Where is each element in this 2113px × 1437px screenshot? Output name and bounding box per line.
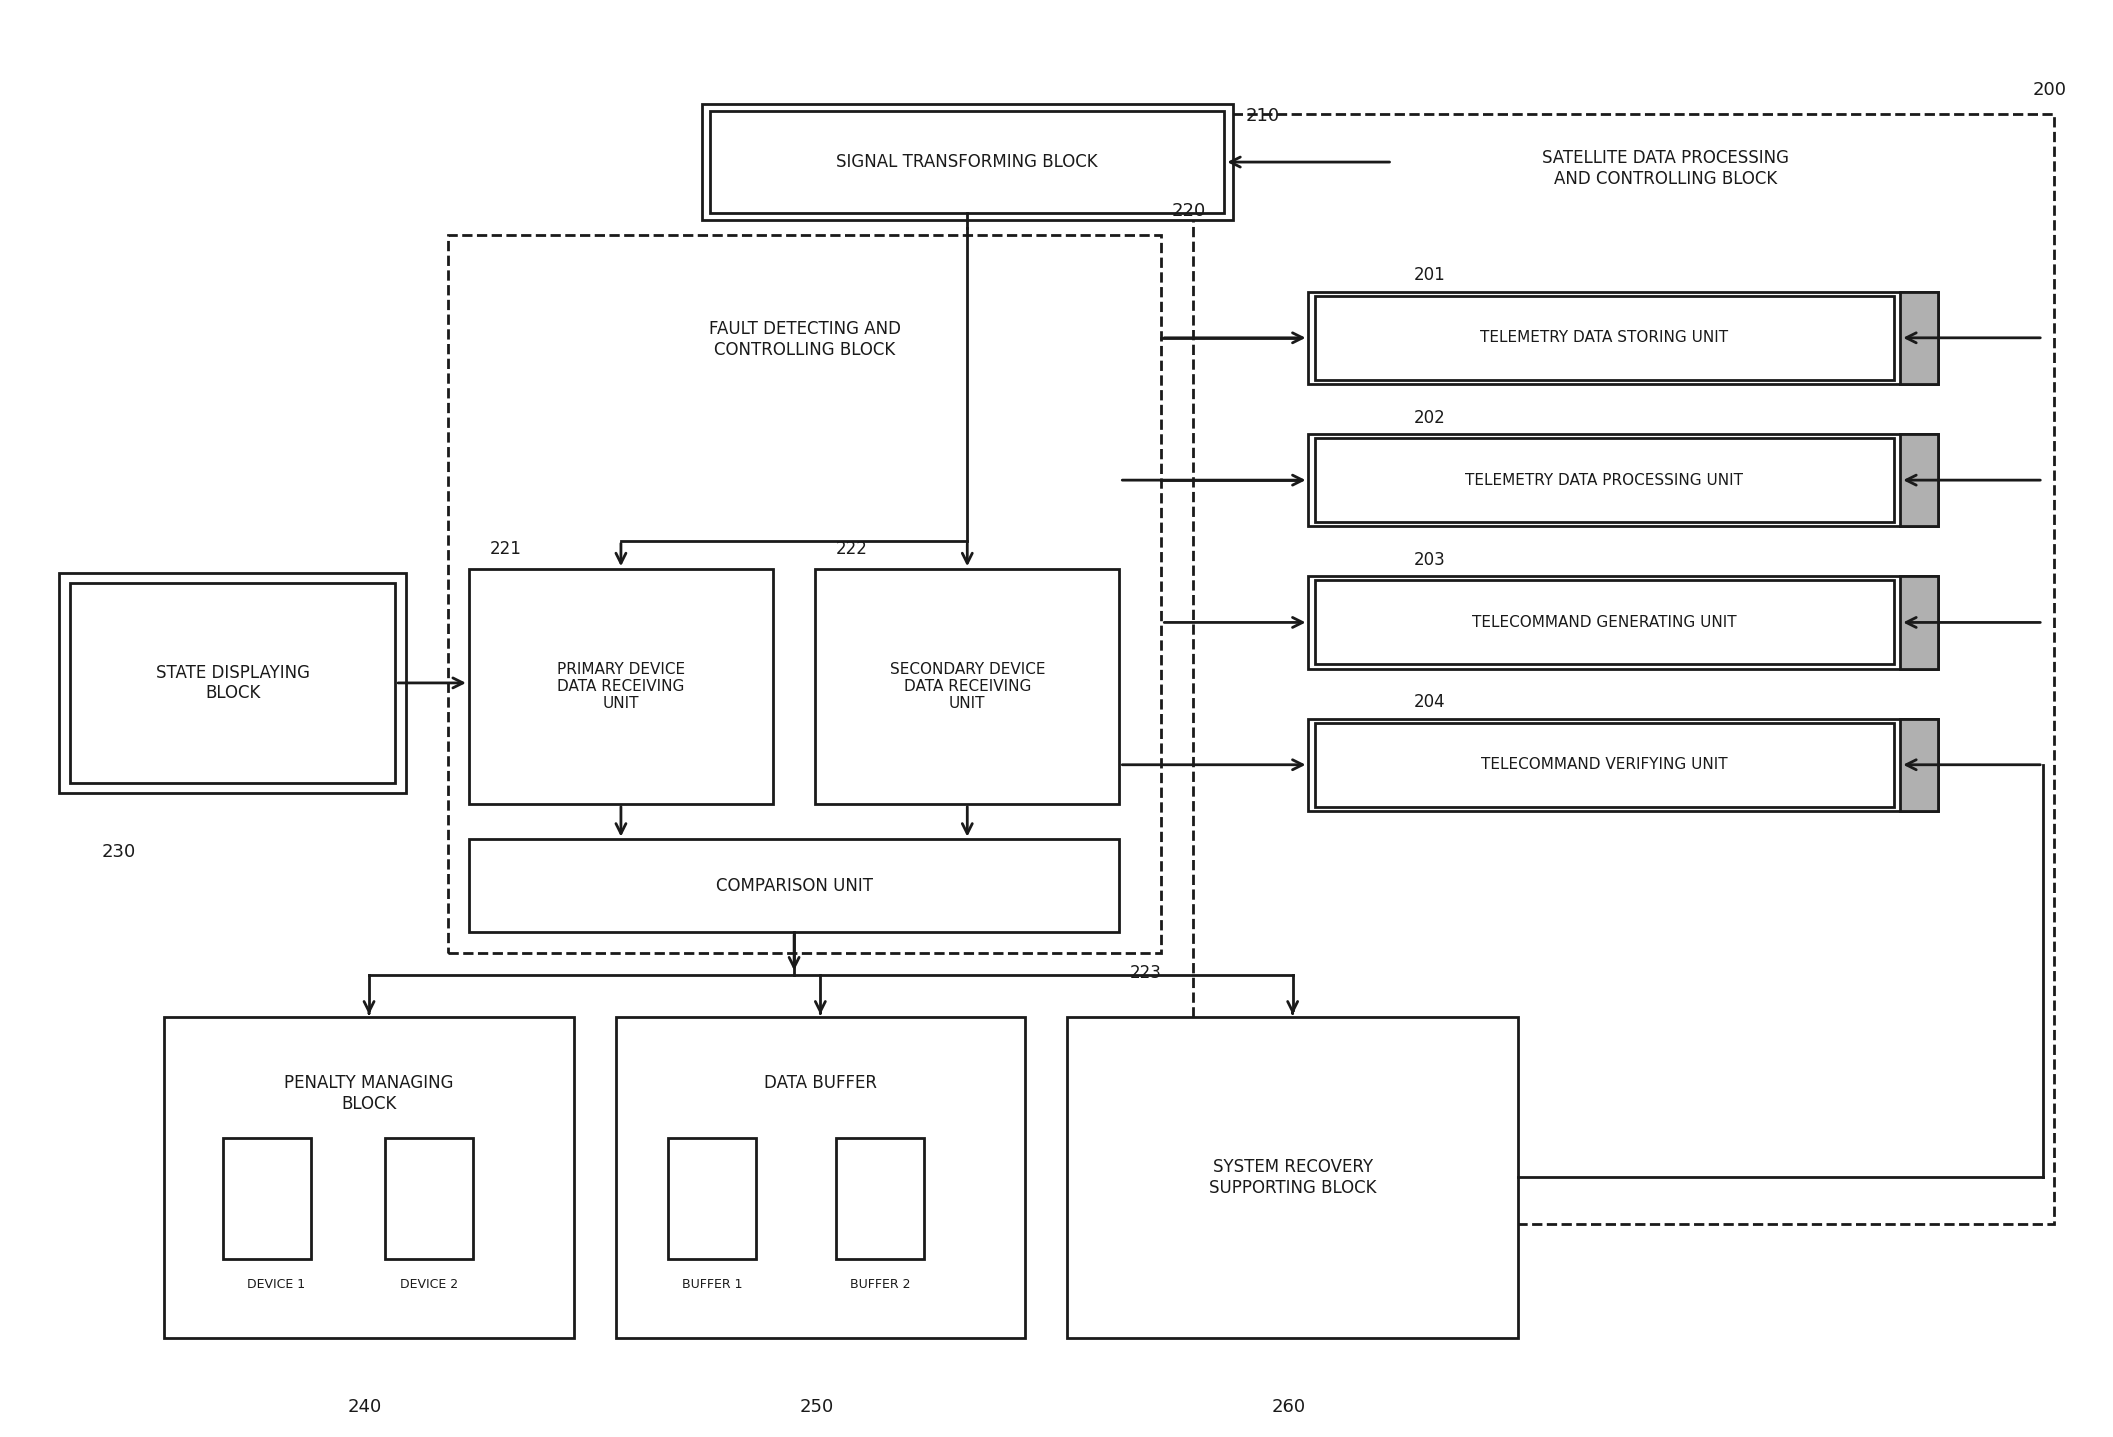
Bar <box>59 573 406 792</box>
Bar <box>1314 296 1893 379</box>
Text: 260: 260 <box>1272 1398 1306 1415</box>
Text: 204: 204 <box>1414 694 1445 711</box>
Text: SIGNAL TRANSFORMING BLOCK: SIGNAL TRANSFORMING BLOCK <box>837 154 1099 171</box>
Bar <box>448 234 1162 953</box>
Text: BUFFER 1: BUFFER 1 <box>682 1279 742 1292</box>
Text: 221: 221 <box>490 540 522 558</box>
Text: BUFFER 2: BUFFER 2 <box>849 1279 911 1292</box>
Text: 230: 230 <box>101 844 135 861</box>
Bar <box>224 1138 311 1259</box>
Text: 223: 223 <box>1130 964 1162 981</box>
Bar <box>165 1017 575 1338</box>
Text: TELEMETRY DATA STORING UNIT: TELEMETRY DATA STORING UNIT <box>1481 331 1728 345</box>
Text: DEVICE 1: DEVICE 1 <box>247 1279 304 1292</box>
Text: 210: 210 <box>1245 108 1280 125</box>
Text: 222: 222 <box>837 540 868 558</box>
Bar <box>1900 292 1938 384</box>
Bar <box>1067 1017 1519 1338</box>
Text: 250: 250 <box>799 1398 835 1415</box>
Bar <box>816 569 1120 803</box>
Text: TELEMETRY DATA PROCESSING UNIT: TELEMETRY DATA PROCESSING UNIT <box>1466 473 1743 487</box>
Bar <box>837 1138 923 1259</box>
Bar <box>702 103 1232 220</box>
Text: STATE DISPLAYING
BLOCK: STATE DISPLAYING BLOCK <box>156 664 311 703</box>
Bar <box>1308 434 1938 526</box>
Text: DEVICE 2: DEVICE 2 <box>399 1279 459 1292</box>
Text: SYSTEM RECOVERY
SUPPORTING BLOCK: SYSTEM RECOVERY SUPPORTING BLOCK <box>1209 1158 1376 1197</box>
Text: 203: 203 <box>1414 550 1445 569</box>
Text: TELECOMMAND GENERATING UNIT: TELECOMMAND GENERATING UNIT <box>1473 615 1737 629</box>
Bar <box>469 839 1120 933</box>
Text: PENALTY MANAGING
BLOCK: PENALTY MANAGING BLOCK <box>285 1075 454 1114</box>
Text: PRIMARY DEVICE
DATA RECEIVING
UNIT: PRIMARY DEVICE DATA RECEIVING UNIT <box>558 661 685 711</box>
Text: SATELLITE DATA PROCESSING
AND CONTROLLING BLOCK: SATELLITE DATA PROCESSING AND CONTROLLIN… <box>1542 149 1790 188</box>
Text: 201: 201 <box>1414 266 1445 285</box>
Text: 240: 240 <box>349 1398 382 1415</box>
Text: TELECOMMAND VERIFYING UNIT: TELECOMMAND VERIFYING UNIT <box>1481 757 1728 772</box>
Bar <box>710 111 1223 213</box>
Text: 202: 202 <box>1414 408 1445 427</box>
Text: FAULT DETECTING AND
CONTROLLING BLOCK: FAULT DETECTING AND CONTROLLING BLOCK <box>708 320 900 359</box>
Text: SECONDARY DEVICE
DATA RECEIVING
UNIT: SECONDARY DEVICE DATA RECEIVING UNIT <box>890 661 1046 711</box>
Bar <box>70 583 395 783</box>
Bar <box>1900 434 1938 526</box>
Bar <box>1314 581 1893 664</box>
Bar <box>1308 718 1938 810</box>
Bar <box>1194 114 2054 1224</box>
Bar <box>1314 438 1893 522</box>
Text: DATA BUFFER: DATA BUFFER <box>765 1075 877 1092</box>
Bar <box>1308 576 1938 668</box>
Bar <box>385 1138 473 1259</box>
Bar <box>1900 576 1938 668</box>
Bar <box>469 569 773 803</box>
Bar <box>668 1138 756 1259</box>
Bar <box>1900 718 1938 810</box>
Text: 200: 200 <box>2033 82 2067 99</box>
Text: 220: 220 <box>1173 203 1207 220</box>
Bar <box>1314 723 1893 806</box>
Text: COMPARISON UNIT: COMPARISON UNIT <box>716 877 873 895</box>
Bar <box>615 1017 1025 1338</box>
Bar <box>1308 292 1938 384</box>
